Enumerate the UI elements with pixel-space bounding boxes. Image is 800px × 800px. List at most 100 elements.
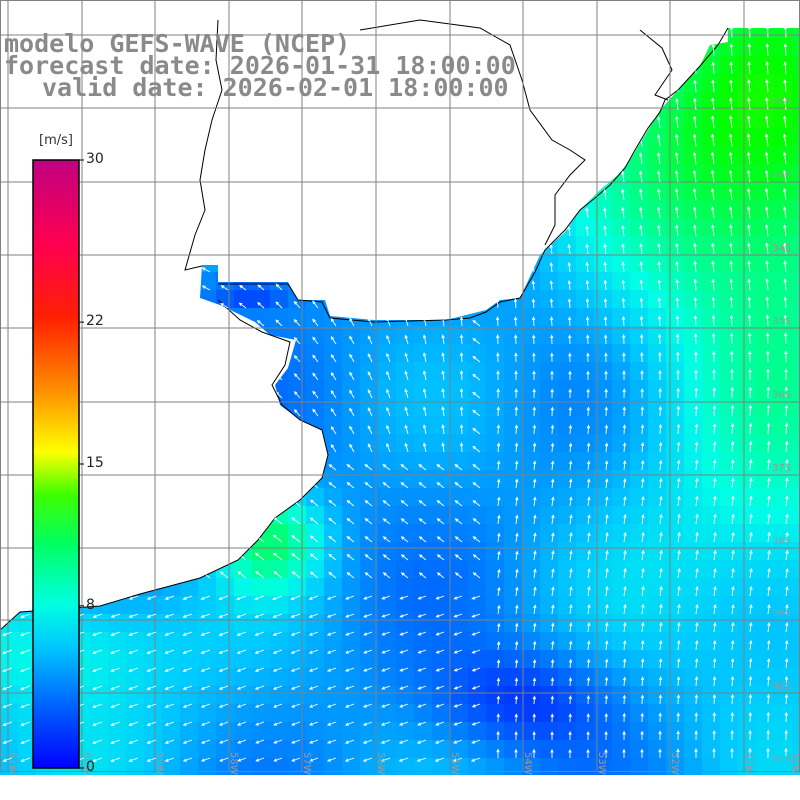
speed-cell [378,362,397,381]
wind-arrow [748,693,753,705]
speed-cell [342,416,361,435]
wind-arrow [730,404,735,417]
wind-arrow [422,370,427,381]
speed-cell [684,272,703,291]
speed-cell [630,416,649,435]
wind-arrow [731,639,735,651]
wind-arrow [748,675,753,687]
wind-arrow [513,316,518,327]
speed-cell [792,470,800,489]
speed-cell [198,722,217,741]
speed-cell [702,740,721,759]
wind-arrow [747,115,751,129]
wind-arrow [92,757,103,762]
wind-arrow [677,531,681,543]
speed-cell [702,110,721,129]
longitude-label: 54W [522,752,533,775]
wind-arrow [182,667,193,672]
speed-cell [630,488,649,507]
wind-arrow [677,549,681,561]
wind-arrow [381,595,391,600]
speed-cell [306,632,325,651]
speed-cell [558,524,577,543]
speed-cell [648,200,667,219]
speed-cell [468,452,487,471]
wind-arrow [640,406,645,417]
speed-cell [432,722,451,741]
speed-cell [630,200,649,219]
wind-arrow [326,667,337,672]
wind-arrow [641,621,645,633]
wind-arrow [236,703,247,708]
speed-cell [612,398,631,417]
speed-cell [612,182,631,201]
speed-cell [450,524,469,543]
wind-arrow [201,267,211,273]
wind-arrow [308,595,319,600]
speed-cell [216,740,235,759]
wind-arrow [585,279,590,291]
speed-cell [738,470,757,489]
wind-arrow [587,603,591,615]
wind-arrow [728,169,733,183]
wind-arrow [695,531,699,543]
speed-cell [108,650,127,669]
wind-arrow [551,478,555,489]
wind-arrow [782,169,787,183]
speed-cell [486,740,505,759]
wind-arrow [676,676,681,687]
speed-cell [162,686,181,705]
wind-arrow [293,336,301,345]
speed-cell [558,650,577,669]
speed-cell [108,614,127,633]
speed-cell [720,452,739,471]
speed-cell [756,560,775,579]
speed-cell [432,524,451,543]
wind-arrow [349,389,355,399]
speed-cell [522,326,541,345]
wind-arrow [694,387,698,399]
wind-arrow [783,224,787,237]
wind-arrow [747,242,751,255]
speed-cell [288,308,307,327]
speed-cell [648,740,667,759]
wind-arrow [472,554,481,561]
wind-arrow [346,553,355,561]
wind-arrow [363,631,373,636]
wind-arrow [435,685,445,690]
wind-arrow [569,567,573,579]
speed-cell [576,470,595,489]
wind-arrow [404,370,409,381]
speed-cell [738,542,757,561]
speed-cell [432,686,451,705]
speed-cell [378,740,397,759]
speed-cell [126,668,145,687]
speed-cell [504,560,523,579]
wind-arrow [533,532,537,543]
speed-cell [396,560,415,579]
speed-cell [648,290,667,309]
speed-cell [216,596,235,615]
speed-cell [684,560,703,579]
speed-cell [594,632,613,651]
wind-arrow [585,243,589,255]
speed-cell [180,758,199,775]
wind-arrow [712,441,717,453]
wind-arrow [459,369,464,381]
speed-cell [774,290,793,309]
wind-arrow [585,261,589,273]
speed-cell [216,686,235,705]
wind-arrow [694,423,699,435]
wind-arrow [328,464,337,471]
wind-arrow [549,316,554,327]
speed-cell [504,524,523,543]
speed-cell [612,542,631,561]
wind-arrow [218,649,229,654]
speed-cell [450,596,469,615]
speed-cell [522,416,541,435]
wind-arrow [605,567,609,579]
wind-arrow [766,711,771,723]
wind-arrow [765,260,769,273]
wind-arrow [434,757,445,762]
